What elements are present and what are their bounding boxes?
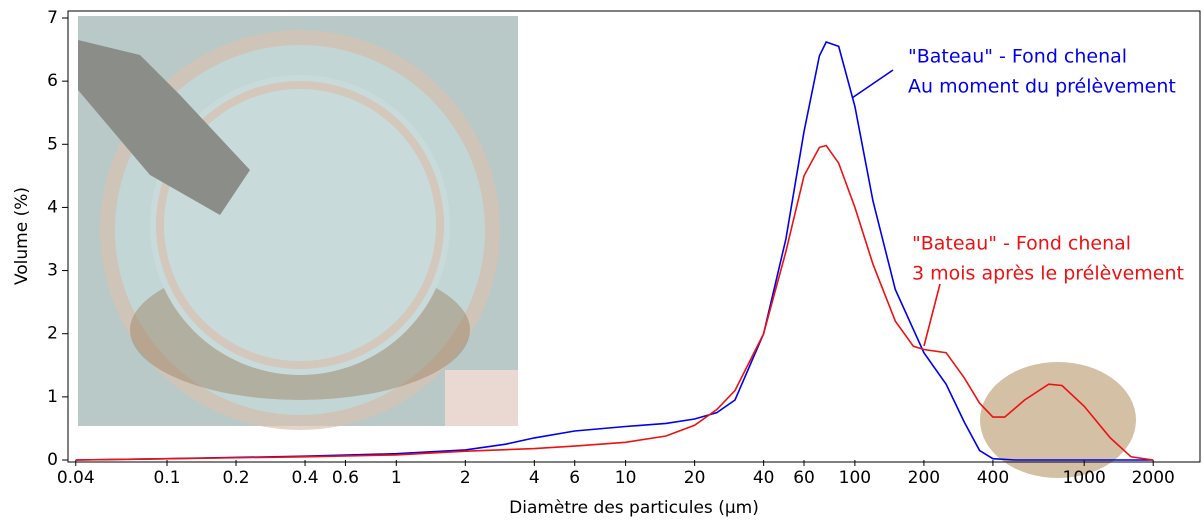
x-tick-label: 200 [908, 468, 940, 488]
x-tick-label: 0.04 [57, 468, 95, 488]
x-tick-label: 1 [391, 468, 402, 488]
x-tick-label: 400 [977, 468, 1009, 488]
y-tick-label: 5 [47, 134, 58, 154]
y-tick-label: 7 [47, 8, 58, 28]
x-tick-label: 1000 [1063, 468, 1106, 488]
y-tick-label: 3 [47, 261, 58, 281]
y-axis-label: Volume (%) [12, 187, 32, 285]
series-label: Au moment du prélèvement [908, 76, 1176, 98]
x-axis-label: Diamètre des particules (µm) [509, 498, 759, 518]
series-label: 3 mois après le prélèvement [912, 263, 1184, 285]
x-tick-label: 0.1 [153, 468, 180, 488]
x-tick-label: 0.2 [223, 468, 250, 488]
x-tick-label: 10 [615, 468, 637, 488]
series-label: "Bateau" - Fond chenal [912, 233, 1131, 255]
highlight [980, 362, 1136, 478]
photo [78, 16, 518, 430]
x-tick-label: 4 [529, 468, 540, 488]
label-leader [851, 69, 894, 99]
y-tick-label: 6 [47, 71, 58, 91]
label-leader [923, 283, 941, 347]
x-tick-label: 100 [839, 468, 871, 488]
y-tick-label: 4 [47, 197, 58, 217]
x-tick-label: 60 [793, 468, 815, 488]
x-tick-label: 2000 [1132, 468, 1175, 488]
x-tick-label: 2 [460, 468, 471, 488]
x-tick-label: 40 [753, 468, 775, 488]
x-tick-label: 20 [684, 468, 706, 488]
x-tick-label: 0.6 [332, 468, 359, 488]
series-line [75, 41, 1154, 461]
series-label: "Bateau" - Fond chenal [908, 46, 1127, 68]
y-tick-label: 2 [47, 324, 58, 344]
plot-frame [67, 10, 1201, 463]
y-tick-label: 0 [47, 450, 58, 470]
x-tick-label: 6 [569, 468, 580, 488]
x-tick-label: 0.4 [292, 468, 319, 488]
series-line [75, 144, 1154, 461]
y-tick-label: 1 [47, 387, 58, 407]
